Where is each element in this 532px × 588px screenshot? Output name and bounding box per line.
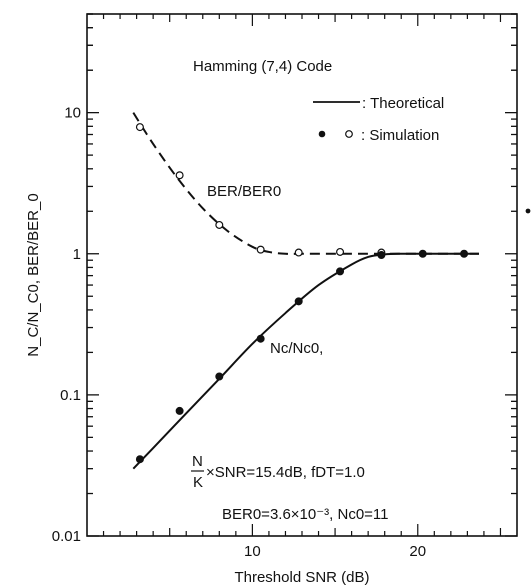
series-1-point <box>336 267 345 276</box>
legend-open-marker <box>345 130 353 138</box>
y-tick-label: 0.01 <box>52 528 81 545</box>
nc-curve-label: Nc/Nc0, <box>270 340 323 357</box>
x-axis-label: Threshold SNR (dB) <box>234 569 369 586</box>
plot-frame <box>86 13 518 537</box>
series-1-point <box>175 406 184 415</box>
param-line-2: BER0=3.6×10⁻³, Nc0=11 <box>222 506 389 523</box>
param-line-1: ×SNR=15.4dB, fDT=1.0 <box>206 464 365 481</box>
y-axis-label: N_C/N_C0, BER/BER_0 <box>25 193 42 356</box>
series-1-point <box>135 455 144 464</box>
series-0-point <box>175 171 184 180</box>
param-fraction-denominator: K <box>193 474 203 491</box>
series-1-point <box>215 372 224 381</box>
ber-curve-label: BER/BER0 <box>207 183 281 200</box>
stray-dot <box>525 208 531 214</box>
x-axis-ticks <box>102 14 502 536</box>
markers <box>135 123 469 464</box>
y-tick-label: 0.1 <box>60 387 81 404</box>
curves <box>132 112 479 470</box>
legend-simulation-label: : Simulation <box>361 127 439 144</box>
series-0-point <box>135 123 144 132</box>
series-1-point <box>460 249 469 258</box>
y-tick-labels: 0.01 0.1 1 10 <box>52 105 81 545</box>
series-0-point <box>256 245 265 254</box>
x-tick-label: 10 <box>244 543 261 560</box>
y-tick-label: 1 <box>73 246 81 263</box>
param-fraction-numerator: N <box>192 453 203 470</box>
chart-title: Hamming (7,4) Code <box>193 58 332 75</box>
series-0-point <box>336 247 345 256</box>
series-0-point <box>294 248 303 257</box>
series-line-1 <box>132 252 479 470</box>
series-1-point <box>418 249 427 258</box>
series-0-point <box>215 220 224 229</box>
y-tick-label: 10 <box>64 105 81 122</box>
series-1-point <box>377 250 386 259</box>
series-1-point <box>294 297 303 306</box>
legend-theoretical-label: : Theoretical <box>362 95 444 112</box>
x-tick-labels: 10 20 <box>244 543 426 560</box>
legend-filled-marker <box>318 130 326 138</box>
series-1-point <box>256 334 265 343</box>
x-tick-label: 20 <box>409 543 426 560</box>
y-axis-ticks <box>87 13 517 537</box>
